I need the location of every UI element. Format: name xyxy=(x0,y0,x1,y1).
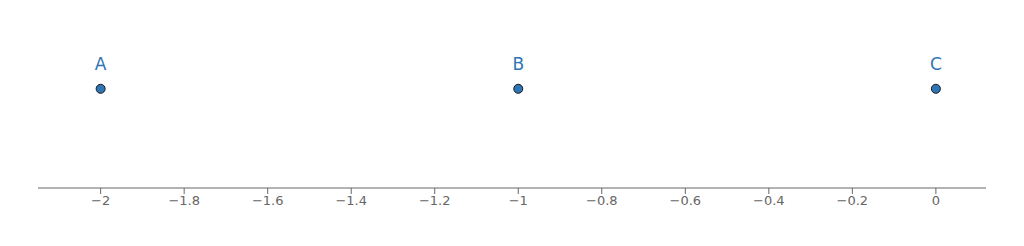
svg-text:−0.8: −0.8 xyxy=(586,193,618,208)
svg-text:−1: −1 xyxy=(509,193,528,208)
svg-text:−1.6: −1.6 xyxy=(252,193,284,208)
svg-text:A: A xyxy=(95,54,107,74)
svg-text:−0.2: −0.2 xyxy=(837,193,869,208)
svg-text:B: B xyxy=(512,54,524,74)
svg-text:−0.6: −0.6 xyxy=(670,193,702,208)
svg-text:0: 0 xyxy=(932,193,940,208)
svg-text:−1.4: −1.4 xyxy=(335,193,367,208)
svg-text:−2: −2 xyxy=(91,193,110,208)
svg-text:−1.2: −1.2 xyxy=(419,193,451,208)
svg-text:−1.8: −1.8 xyxy=(168,193,200,208)
svg-text:C: C xyxy=(930,54,942,74)
svg-text:−0.4: −0.4 xyxy=(753,193,785,208)
